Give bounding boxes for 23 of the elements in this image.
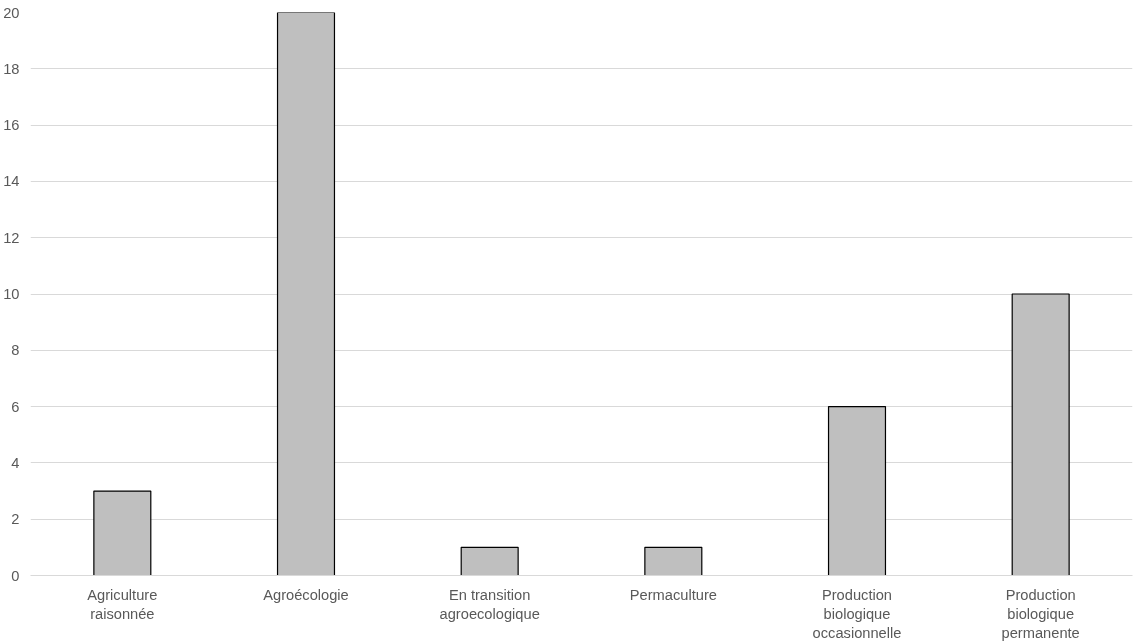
y-tick-label: 0 (11, 567, 20, 584)
y-tick-label: 16 (3, 117, 20, 134)
y-tick-label: 4 (11, 454, 20, 471)
x-tick-label: Production biologique permanente (1001, 586, 1080, 641)
bar (644, 546, 703, 576)
y-tick-label: 10 (3, 286, 20, 302)
y-tick-label: 2 (11, 511, 20, 528)
x-tick-label: En transition agroecologique (439, 586, 540, 622)
bar (1011, 293, 1070, 576)
bar (827, 406, 887, 576)
x-tick-label: Permaculture (629, 586, 717, 603)
x-tick-label: Agroécologie (263, 586, 349, 603)
y-tick-label: 6 (11, 398, 20, 415)
bar (276, 12, 336, 576)
y-tick-label: 18 (3, 60, 20, 77)
y-tick-label: 14 (3, 173, 20, 190)
y-tick-label: 20 (3, 4, 20, 21)
bar (93, 490, 152, 576)
x-tick-label: Production biologique occasionnelle (812, 586, 902, 641)
bar (460, 546, 519, 576)
x-tick-label: Agriculture raisonnée (87, 586, 158, 622)
y-tick-label: 12 (3, 229, 20, 246)
y-tick-label: 8 (11, 342, 20, 359)
